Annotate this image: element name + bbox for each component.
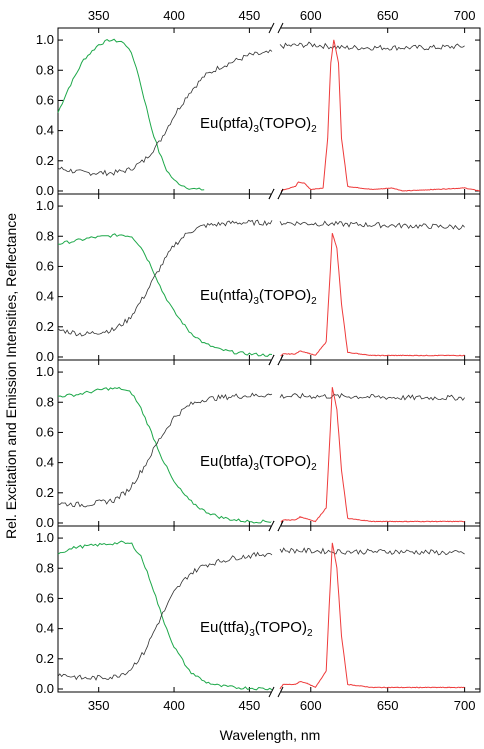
excitation-line: [57, 38, 205, 191]
y-tick-label: 0.0: [36, 349, 54, 364]
axis-break-mark: [268, 520, 275, 532]
reflectance-line: [57, 219, 465, 337]
x-tick-label-bottom: 600: [300, 698, 322, 713]
excitation-line: [57, 233, 273, 357]
panel-frame: [57, 193, 481, 361]
x-tick-label-top: 650: [377, 8, 399, 23]
axis-break-mark: [277, 686, 284, 698]
y-tick-label: 0.2: [36, 153, 54, 168]
x-tick-label-bottom: 350: [88, 698, 110, 713]
x-tick-label-top: 350: [88, 8, 110, 23]
y-tick-label: 1.0: [36, 198, 54, 213]
x-tick-label-bottom: 700: [454, 698, 476, 713]
axis-break-gap: [271, 522, 281, 530]
panel-2: 0.0 0.2 0.4 0.6 0.8 1.0 Eu(ntfa)3(TOPO)2: [36, 188, 481, 366]
axis-break-gap: [271, 190, 281, 198]
emission-line: [279, 232, 465, 358]
y-axis-title: Rel. Excitation and Emission Intensities…: [3, 213, 19, 539]
panel-label: Eu(ptfa)3(TOPO)2: [200, 115, 317, 135]
axis-break-mark: [277, 22, 284, 34]
y-tick-label: 0.0: [36, 681, 54, 696]
y-tick-label: 0.0: [36, 515, 54, 530]
x-tick-label-top: 400: [163, 8, 185, 23]
y-tick-label: 0.6: [36, 92, 54, 107]
y-tick-label: 0.8: [36, 62, 54, 77]
x-tick-label-top: 600: [300, 8, 322, 23]
axis-break-mark: [268, 22, 275, 34]
y-tick-label: 0.4: [36, 289, 54, 304]
y-tick-label: 0.2: [36, 319, 54, 334]
axis-break-mark: [277, 188, 284, 200]
panel-label: Eu(ntfa)3(TOPO)2: [200, 287, 317, 307]
emission-line: [280, 39, 481, 192]
x-tick-label-bottom: 450: [239, 698, 261, 713]
axis-break-gap: [271, 24, 281, 32]
reflectance-line: [57, 392, 465, 508]
y-tick-label: 0.6: [36, 424, 54, 439]
x-tick-label-bottom: 650: [377, 698, 399, 713]
axis-break-mark: [277, 354, 284, 366]
panel-frame: [57, 525, 481, 693]
panel-label: Eu(ttfa)3(TOPO)2: [200, 619, 313, 639]
y-tick-label: 0.2: [36, 651, 54, 666]
y-tick-label: 0.0: [36, 183, 54, 198]
panel-label: Eu(btfa)3(TOPO)2: [200, 453, 317, 473]
x-axis-title: Wavelength, nm: [220, 727, 321, 743]
panel-frame: [57, 359, 481, 527]
y-tick-label: 0.4: [36, 123, 54, 138]
axis-break-gap: [271, 688, 281, 696]
plot-root: 0.0 0.2 0.4 0.6 0.8 1.0 Eu(ptfa)3(TOPO)2 0.0 0.2…: [36, 8, 481, 713]
y-tick-label: 0.4: [36, 621, 54, 636]
x-tick-label-top: 700: [454, 8, 476, 23]
y-tick-label: 0.6: [36, 258, 54, 273]
excitation-line: [57, 386, 273, 524]
y-tick-label: 1.0: [36, 530, 54, 545]
x-tick-label-top: 450: [239, 8, 261, 23]
reflectance-line: [57, 547, 465, 681]
axis-break-mark: [268, 686, 275, 698]
panel-1: 0.0 0.2 0.4 0.6 0.8 1.0 Eu(ptfa)3(TOPO)2: [36, 22, 481, 200]
x-tick-label-bottom: 400: [163, 698, 185, 713]
y-tick-label: 0.4: [36, 455, 54, 470]
emission-line: [279, 542, 465, 690]
axis-break-mark: [277, 520, 284, 532]
reflectance-line: [57, 41, 465, 177]
axis-break-gap: [271, 356, 281, 364]
y-tick-label: 0.8: [36, 560, 54, 575]
axis-break-mark: [268, 188, 275, 200]
y-tick-label: 1.0: [36, 32, 54, 47]
excitation-line: [57, 540, 273, 691]
y-tick-label: 1.0: [36, 364, 54, 379]
panel-4: 0.0 0.2 0.4 0.6 0.8 1.0 Eu(ttfa)3(TOPO)2: [36, 520, 481, 698]
x-tick-labels: 350 350 400 400 450 450 600 600 650 650 700 700: [88, 8, 476, 713]
y-tick-label: 0.6: [36, 590, 54, 605]
axis-break-mark: [268, 354, 275, 366]
emission-line: [279, 387, 465, 524]
y-tick-label: 0.2: [36, 485, 54, 500]
y-tick-label: 0.8: [36, 228, 54, 243]
panel-3: 0.0 0.2 0.4 0.6 0.8 1.0 Eu(btfa)3(TOPO)2: [36, 354, 481, 532]
y-tick-label: 0.8: [36, 394, 54, 409]
panel-frame: [57, 27, 481, 195]
